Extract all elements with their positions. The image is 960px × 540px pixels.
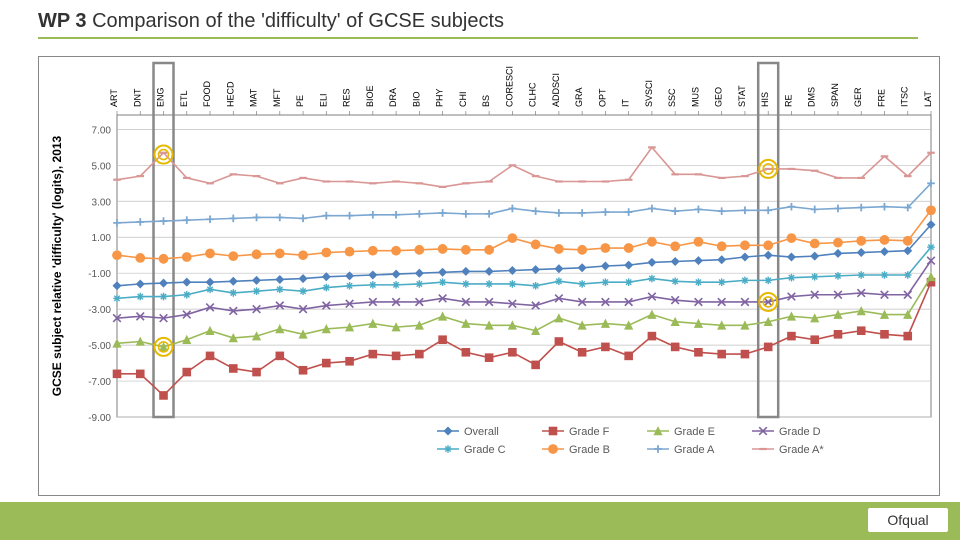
svg-text:Overall: Overall	[464, 426, 499, 438]
svg-text:BS: BS	[481, 95, 491, 107]
svg-text:Grade C: Grade C	[464, 444, 506, 456]
svg-text:7.00: 7.00	[92, 125, 112, 136]
svg-text:HIS: HIS	[760, 92, 770, 107]
svg-text:SSC: SSC	[667, 88, 677, 107]
svg-text:PE: PE	[295, 95, 305, 107]
svg-text:SPAN: SPAN	[830, 83, 840, 107]
svg-text:ITSC: ITSC	[900, 86, 910, 107]
svg-text:-1.00: -1.00	[88, 269, 111, 280]
svg-text:CLHC: CLHC	[528, 82, 538, 107]
svg-text:GER: GER	[853, 87, 863, 107]
svg-text:RES: RES	[342, 88, 352, 107]
svg-text:Grade A: Grade A	[674, 444, 715, 456]
svg-text:MFT: MFT	[272, 88, 282, 107]
svg-text:SVSCI: SVSCI	[644, 80, 654, 107]
svg-text:-3.00: -3.00	[88, 305, 111, 316]
svg-text:Grade E: Grade E	[674, 426, 715, 438]
svg-text:BIO: BIO	[411, 91, 421, 107]
svg-text:Grade A*: Grade A*	[779, 444, 824, 456]
svg-text:CHI: CHI	[458, 92, 468, 108]
svg-text:ELI: ELI	[318, 93, 328, 107]
svg-text:DMS: DMS	[807, 87, 817, 107]
svg-text:ADDSCI: ADDSCI	[551, 73, 561, 107]
svg-text:-7.00: -7.00	[88, 377, 111, 388]
svg-text:PHY: PHY	[435, 88, 445, 107]
svg-text:BIOE: BIOE	[365, 85, 375, 107]
svg-text:DRA: DRA	[388, 88, 398, 107]
svg-text:5.00: 5.00	[92, 161, 112, 172]
title-prefix: WP 3	[38, 10, 87, 32]
svg-text:STAT: STAT	[737, 85, 747, 107]
chart-container: -9.00 -7.00 -5.00 -3.00 -1.00 1.00 3.00 5.00 7.0…	[38, 56, 940, 496]
svg-text:RE: RE	[783, 94, 793, 107]
svg-text:Grade F: Grade F	[569, 426, 610, 438]
svg-text:-5.00: -5.00	[88, 341, 111, 352]
svg-text:FRE: FRE	[876, 89, 886, 107]
svg-text:MUS: MUS	[690, 87, 700, 107]
svg-text:Grade B: Grade B	[569, 444, 610, 456]
svg-text:LAT: LAT	[923, 91, 933, 107]
svg-text:3.00: 3.00	[92, 197, 112, 208]
svg-text:ENG: ENG	[156, 87, 166, 107]
svg-text:CORESCI: CORESCI	[504, 66, 514, 107]
title-main: Comparison of the 'difficulty' of GCSE s…	[92, 10, 504, 32]
svg-text:Grade D: Grade D	[779, 426, 821, 438]
svg-text:GRA: GRA	[574, 87, 584, 107]
svg-text:-9.00: -9.00	[88, 413, 111, 424]
footer-bar	[0, 502, 960, 540]
svg-text:ART: ART	[109, 89, 119, 107]
svg-text:GCSE subject relative 'difficu: GCSE subject relative 'difficulty' (logi…	[50, 135, 64, 396]
svg-text:IT: IT	[621, 98, 631, 107]
svg-text:OPT: OPT	[597, 88, 607, 107]
difficulty-line-chart: -9.00 -7.00 -5.00 -3.00 -1.00 1.00 3.00 5.00 7.0…	[39, 57, 939, 495]
ofqual-logo: Ofqual	[868, 508, 948, 532]
svg-text:1.00: 1.00	[92, 233, 112, 244]
svg-text:ETL: ETL	[179, 90, 189, 107]
svg-text:FOOD: FOOD	[202, 81, 212, 107]
slide-title: WP 3 Comparison of the 'difficulty' of G…	[38, 10, 918, 39]
svg-text:HECD: HECD	[225, 81, 235, 107]
svg-text:GEO: GEO	[714, 87, 724, 107]
svg-text:DNT: DNT	[132, 88, 142, 107]
svg-text:MAT: MAT	[249, 88, 259, 107]
